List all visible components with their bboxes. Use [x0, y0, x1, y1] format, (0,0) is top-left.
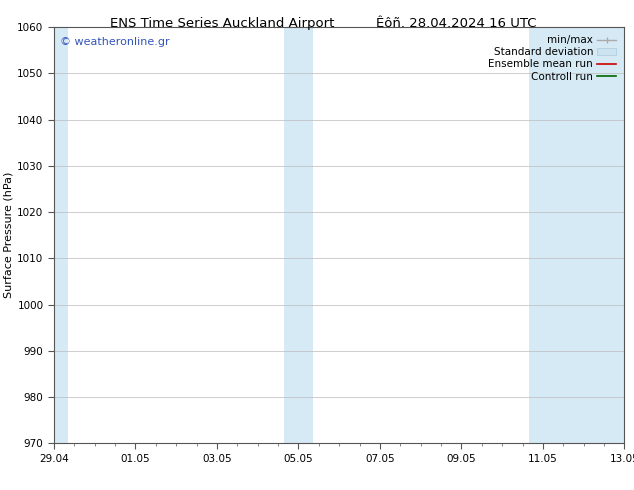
Text: Êôñ. 28.04.2024 16 UTC: Êôñ. 28.04.2024 16 UTC: [376, 17, 537, 30]
Text: ENS Time Series Auckland Airport: ENS Time Series Auckland Airport: [110, 17, 334, 30]
Legend: min/max, Standard deviation, Ensemble mean run, Controll run: min/max, Standard deviation, Ensemble me…: [486, 32, 619, 85]
Bar: [52, 27, 68, 443]
Bar: [529, 27, 626, 443]
Y-axis label: Surface Pressure (hPa): Surface Pressure (hPa): [3, 172, 13, 298]
Bar: [284, 27, 313, 443]
Text: © weatheronline.gr: © weatheronline.gr: [60, 37, 169, 48]
